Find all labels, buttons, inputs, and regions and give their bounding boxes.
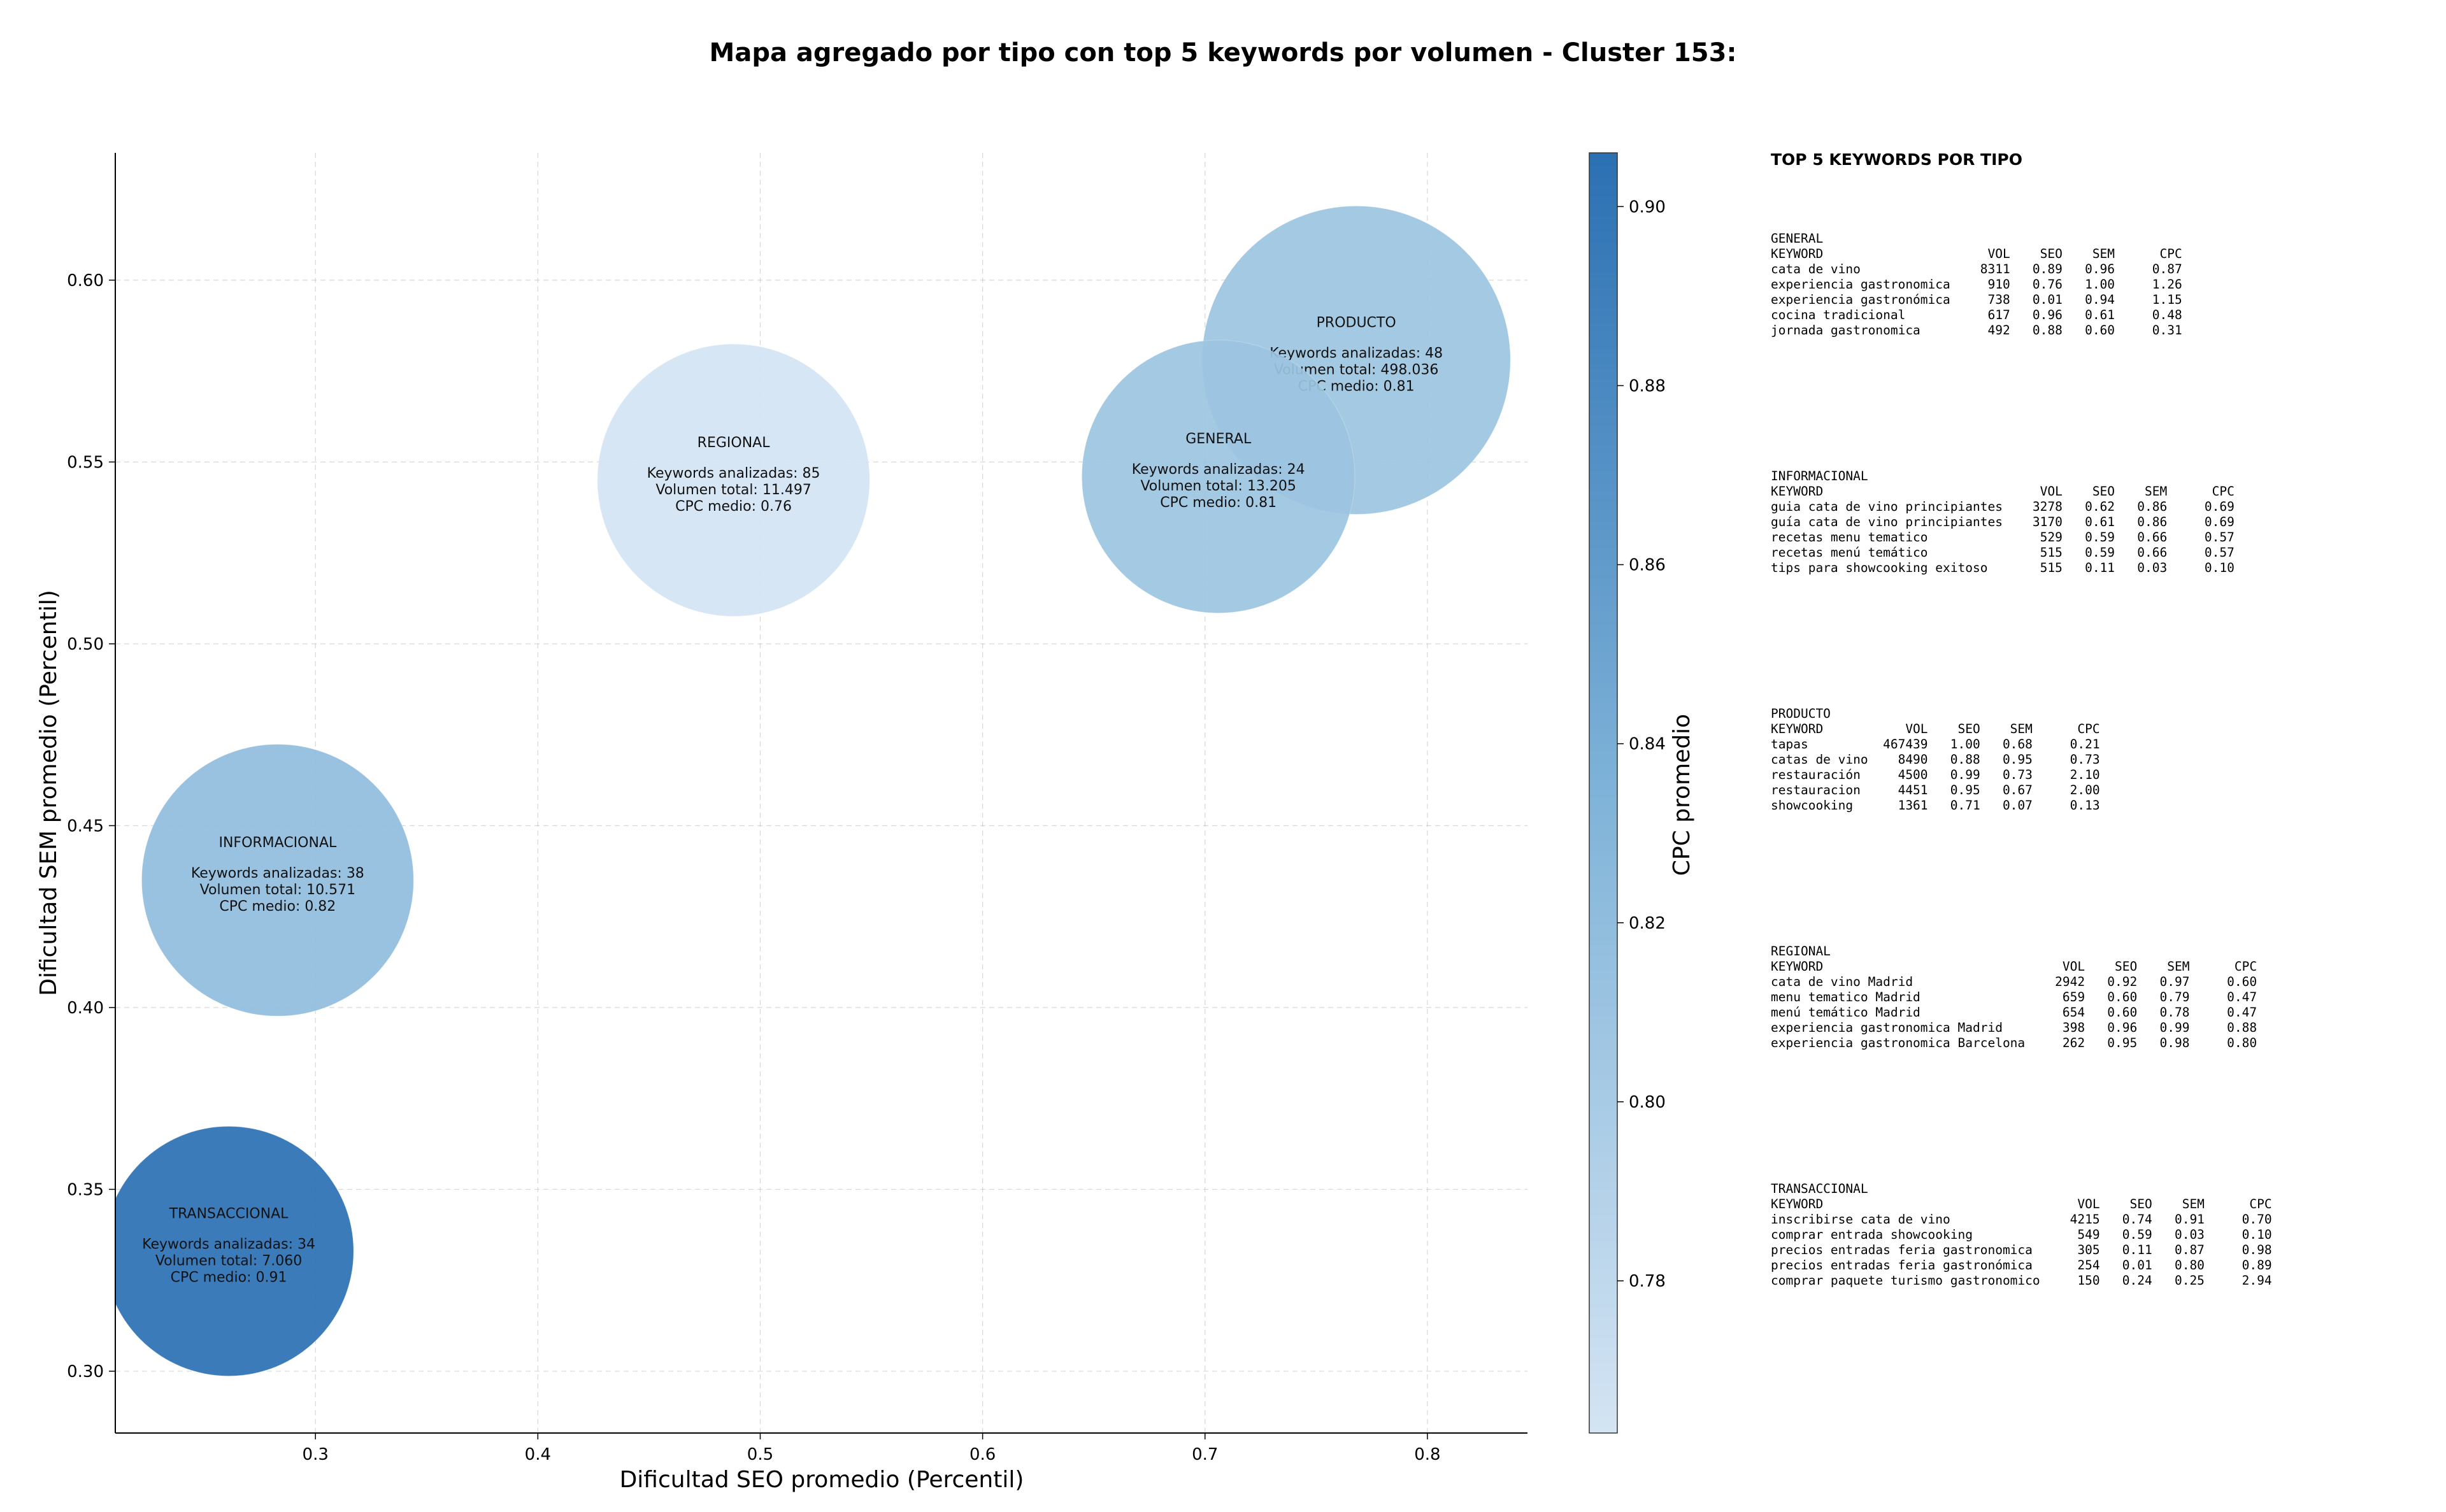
bubble-detail-line: Volumen total: 10.571 bbox=[200, 882, 355, 898]
x-tick-label: 0.8 bbox=[1414, 1445, 1440, 1464]
bubble-label: INFORMACIONAL bbox=[218, 835, 337, 851]
keywords-table: PRODUCTO KEYWORD VOL SEO SEM CPC tapas 4… bbox=[1771, 706, 2100, 813]
x-tick-label: 0.3 bbox=[303, 1445, 329, 1464]
bubble-detail-line: Volumen total: 13.205 bbox=[1140, 478, 1296, 494]
keywords-panel-heading: TOP 5 KEYWORDS POR TIPO bbox=[1771, 150, 2022, 169]
bubble-label: REGIONAL bbox=[697, 435, 771, 451]
keywords-block-informacional: INFORMACIONAL KEYWORD VOL SEO SEM CPC gu… bbox=[1771, 469, 2433, 576]
y-axis-label: Dificultad SEM promedio (Percentil) bbox=[36, 590, 62, 996]
bubble-detail-line: Keywords analizadas: 24 bbox=[1132, 462, 1305, 478]
bubble-detail-line: CPC medio: 0.91 bbox=[171, 1269, 287, 1285]
x-tick-label: 0.6 bbox=[969, 1445, 996, 1464]
colorbar-label: CPC promedio bbox=[1669, 714, 1695, 876]
bubble-informacional bbox=[141, 744, 414, 1016]
colorbar-tick-label: 0.82 bbox=[1629, 914, 1666, 933]
keywords-blocks: GENERAL KEYWORD VOL SEO SEM CPC cata de … bbox=[1771, 231, 2433, 1288]
colorbar-tick-label: 0.84 bbox=[1629, 735, 1666, 754]
y-tick-label: 0.35 bbox=[67, 1180, 104, 1199]
bubble-detail-line: Keywords analizadas: 34 bbox=[142, 1236, 315, 1252]
x-tick-label: 0.7 bbox=[1192, 1445, 1218, 1464]
keywords-block-general: GENERAL KEYWORD VOL SEO SEM CPC cata de … bbox=[1771, 231, 2433, 338]
colorbar-tick-label: 0.88 bbox=[1629, 376, 1666, 396]
axes bbox=[115, 153, 1527, 1434]
bubble-general bbox=[1081, 339, 1355, 613]
bubble-regional bbox=[597, 343, 870, 617]
x-axis-label: Dificultad SEO promedio (Percentil) bbox=[620, 1467, 1024, 1493]
colorbar-tick-label: 0.90 bbox=[1629, 197, 1666, 217]
bubble-detail-line: CPC medio: 0.76 bbox=[675, 499, 792, 515]
chart-title: Mapa agregado por tipo con top 5 keyword… bbox=[710, 38, 1737, 68]
y-tick-label: 0.40 bbox=[67, 999, 104, 1018]
colorbar-tick-label: 0.78 bbox=[1629, 1272, 1666, 1291]
colorbar-tick-label: 0.80 bbox=[1629, 1093, 1666, 1112]
axis-ticks: 0.3 0.4 0.5 0.6 0.7 0.8 0.30 0.35 0.40 0.45 0.50 0.… bbox=[67, 271, 1440, 1464]
keywords-block-regional: REGIONAL KEYWORD VOL SEO SEM CPC cata de… bbox=[1771, 944, 2433, 1051]
colorbar bbox=[1589, 152, 1618, 1434]
bubble-group-transaccional: TRANSACCIONAL Keywords analizadas: 34Volu… bbox=[115, 1126, 354, 1376]
bubble-detail-line: CPC medio: 0.81 bbox=[1160, 495, 1277, 511]
keywords-table: TRANSACCIONAL KEYWORD VOL SEO SEM CPC in… bbox=[1771, 1181, 2272, 1288]
x-tick-label: 0.4 bbox=[525, 1445, 551, 1464]
colorbar-tick-label: 0.86 bbox=[1629, 556, 1666, 575]
keywords-block-transaccional: TRANSACCIONAL KEYWORD VOL SEO SEM CPC in… bbox=[1771, 1181, 2433, 1288]
keywords-table: REGIONAL KEYWORD VOL SEO SEM CPC cata de… bbox=[1771, 944, 2257, 1050]
y-tick-label: 0.45 bbox=[67, 817, 104, 836]
keywords-table: GENERAL KEYWORD VOL SEO SEM CPC cata de … bbox=[1771, 231, 2182, 338]
bubble-label: PRODUCTO bbox=[1317, 315, 1396, 331]
x-tick-label: 0.5 bbox=[747, 1445, 773, 1464]
y-tick-label: 0.55 bbox=[67, 453, 104, 472]
keywords-panel: TOP 5 KEYWORDS POR TIPO GENERAL KEYWORD … bbox=[1771, 150, 2433, 1419]
colorbar-ticks: 0.78 0.80 0.82 0.84 0.86 0.88 0.90 bbox=[1617, 197, 1666, 1291]
bubble-layer: PRODUCTO Keywords analizadas: 48 Volumen t… bbox=[115, 205, 1511, 1376]
bubble-label: TRANSACCIONAL bbox=[169, 1206, 289, 1222]
bubble-detail-line: Volumen total: 11.497 bbox=[655, 482, 811, 498]
y-tick-label: 0.50 bbox=[67, 635, 104, 654]
y-tick-label: 0.30 bbox=[67, 1362, 104, 1381]
keywords-block-producto: PRODUCTO KEYWORD VOL SEO SEM CPC tapas 4… bbox=[1771, 706, 2433, 813]
keywords-table: INFORMACIONAL KEYWORD VOL SEO SEM CPC gu… bbox=[1771, 469, 2235, 575]
bubble-transaccional bbox=[115, 1126, 354, 1376]
bubble-detail-line: CPC medio: 0.82 bbox=[219, 899, 336, 915]
bubble-label: GENERAL bbox=[1185, 431, 1252, 447]
bubble-group-informacional: INFORMACIONAL Keywords analizadas: 38Volu… bbox=[141, 744, 414, 1016]
y-tick-label: 0.60 bbox=[67, 271, 104, 290]
bubble-detail-line: Keywords analizadas: 38 bbox=[191, 866, 364, 881]
bubble-detail-line: Volumen total: 7.060 bbox=[155, 1253, 302, 1269]
bubble-detail-line: Keywords analizadas: 85 bbox=[647, 466, 820, 481]
bubble-detail-line: Keywords analizadas: 48 bbox=[1269, 345, 1443, 361]
